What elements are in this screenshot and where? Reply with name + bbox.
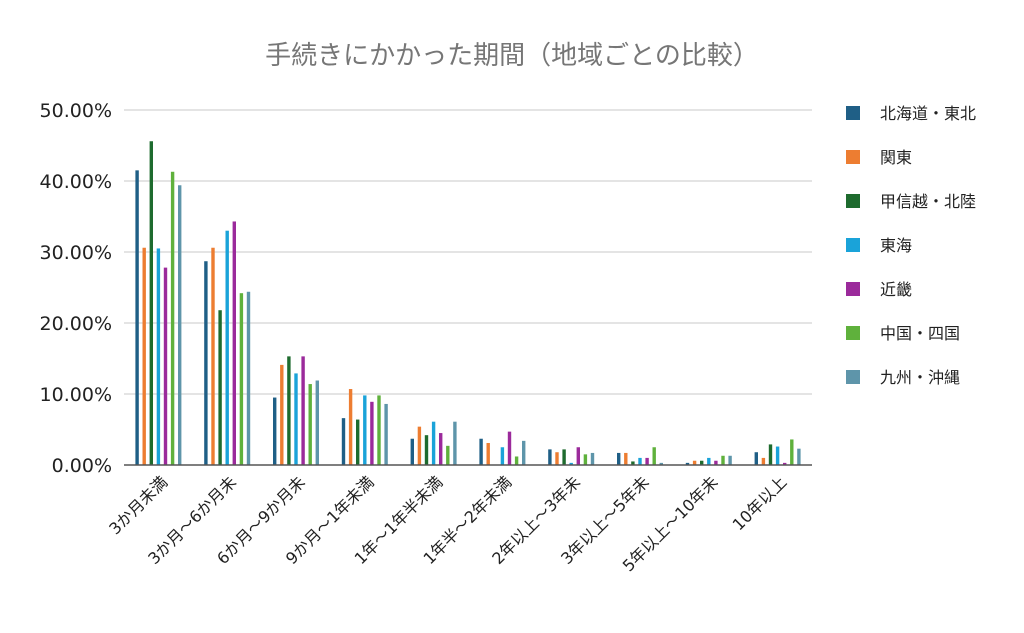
bar bbox=[348, 389, 353, 465]
bar bbox=[308, 384, 312, 465]
bar bbox=[728, 455, 732, 465]
legend-swatch bbox=[846, 326, 860, 340]
y-tick-label: 20.00% bbox=[40, 313, 112, 335]
bar bbox=[315, 380, 319, 465]
bar bbox=[721, 455, 725, 465]
chart-title: 手続きにかかった期間（地域ごとの比較） bbox=[265, 41, 759, 71]
bar bbox=[273, 397, 277, 465]
x-axis-ticks: 3か月未満3か月～6か月未6か月～9か月未9か月～1年未満1年～1年半未満1年半… bbox=[105, 472, 790, 575]
bar bbox=[211, 247, 215, 465]
legend-swatch bbox=[846, 282, 860, 296]
bar bbox=[500, 447, 505, 465]
grid bbox=[124, 109, 812, 395]
bar bbox=[631, 461, 635, 465]
y-tick-label: 30.00% bbox=[40, 242, 112, 264]
bar bbox=[170, 171, 175, 465]
y-tick-label: 50.00% bbox=[40, 100, 112, 122]
bar bbox=[514, 456, 519, 465]
bar bbox=[576, 447, 580, 465]
bar bbox=[783, 462, 787, 465]
bar bbox=[424, 435, 429, 465]
bar bbox=[156, 248, 161, 465]
bar bbox=[204, 261, 208, 465]
bar bbox=[754, 452, 758, 465]
bar bbox=[410, 438, 414, 465]
x-tick-label: 3か月未満 bbox=[105, 472, 171, 538]
bar bbox=[590, 452, 595, 465]
bar bbox=[301, 356, 305, 465]
bar bbox=[692, 460, 697, 465]
bar bbox=[239, 293, 244, 465]
y-tick-label: 40.00% bbox=[40, 171, 112, 193]
y-tick-label: 0.00% bbox=[52, 455, 112, 477]
bar bbox=[507, 431, 512, 465]
bar bbox=[218, 310, 222, 465]
bar bbox=[439, 433, 443, 465]
bar bbox=[453, 421, 457, 465]
bar bbox=[280, 364, 284, 465]
bar bbox=[583, 454, 588, 465]
bar bbox=[142, 247, 146, 465]
bar bbox=[624, 452, 628, 465]
bar bbox=[417, 426, 422, 465]
bar bbox=[652, 447, 656, 465]
bar bbox=[341, 418, 346, 465]
legend-swatch bbox=[846, 150, 860, 164]
bar bbox=[700, 460, 704, 465]
bar bbox=[714, 460, 718, 465]
bar bbox=[761, 457, 766, 465]
bar bbox=[431, 421, 436, 465]
legend-swatch bbox=[846, 238, 860, 252]
bar bbox=[768, 444, 773, 465]
bars bbox=[135, 141, 801, 466]
legend-label[interactable]: 中国・四国 bbox=[880, 324, 960, 343]
bar bbox=[246, 291, 251, 465]
legend-label[interactable]: 東海 bbox=[880, 236, 912, 255]
bar bbox=[775, 446, 780, 465]
bar bbox=[384, 403, 388, 465]
bar bbox=[287, 356, 291, 465]
bar bbox=[659, 462, 663, 465]
bar bbox=[638, 457, 642, 465]
bar bbox=[522, 440, 526, 465]
bar bbox=[617, 452, 621, 465]
legend-label[interactable]: 九州・沖縄 bbox=[880, 368, 960, 387]
bar bbox=[149, 141, 153, 466]
bar bbox=[163, 267, 168, 465]
bar bbox=[446, 445, 450, 465]
bar bbox=[356, 419, 360, 465]
bar bbox=[363, 395, 367, 465]
legend-swatch bbox=[846, 106, 860, 120]
bar bbox=[377, 395, 381, 465]
bar bbox=[797, 448, 801, 465]
bar bbox=[135, 170, 139, 465]
x-tick-label: 10年以上 bbox=[729, 472, 791, 534]
bar bbox=[645, 457, 649, 465]
bar bbox=[232, 221, 236, 465]
legend-label[interactable]: 北海道・東北 bbox=[880, 104, 976, 123]
bar bbox=[479, 438, 483, 465]
bar bbox=[569, 462, 573, 465]
legend-label[interactable]: 甲信越・北陸 bbox=[880, 192, 976, 211]
bar bbox=[707, 457, 711, 465]
bar bbox=[225, 230, 229, 465]
bar bbox=[685, 462, 690, 465]
legend-swatch bbox=[846, 194, 860, 208]
bar bbox=[555, 452, 559, 465]
bar bbox=[294, 373, 298, 465]
bar bbox=[790, 439, 794, 465]
legend-label[interactable]: 近畿 bbox=[880, 280, 912, 299]
bar bbox=[562, 449, 566, 465]
bar bbox=[370, 401, 374, 465]
bar bbox=[548, 449, 552, 465]
y-tick-label: 10.00% bbox=[40, 384, 112, 406]
legend-label[interactable]: 関東 bbox=[880, 148, 912, 167]
y-axis-ticks: 0.00% 10.00% 20.00% 30.00% 40.00% 50.00% bbox=[40, 100, 112, 477]
legend-swatch bbox=[846, 370, 860, 384]
bar bbox=[178, 185, 182, 465]
bar bbox=[486, 442, 490, 465]
